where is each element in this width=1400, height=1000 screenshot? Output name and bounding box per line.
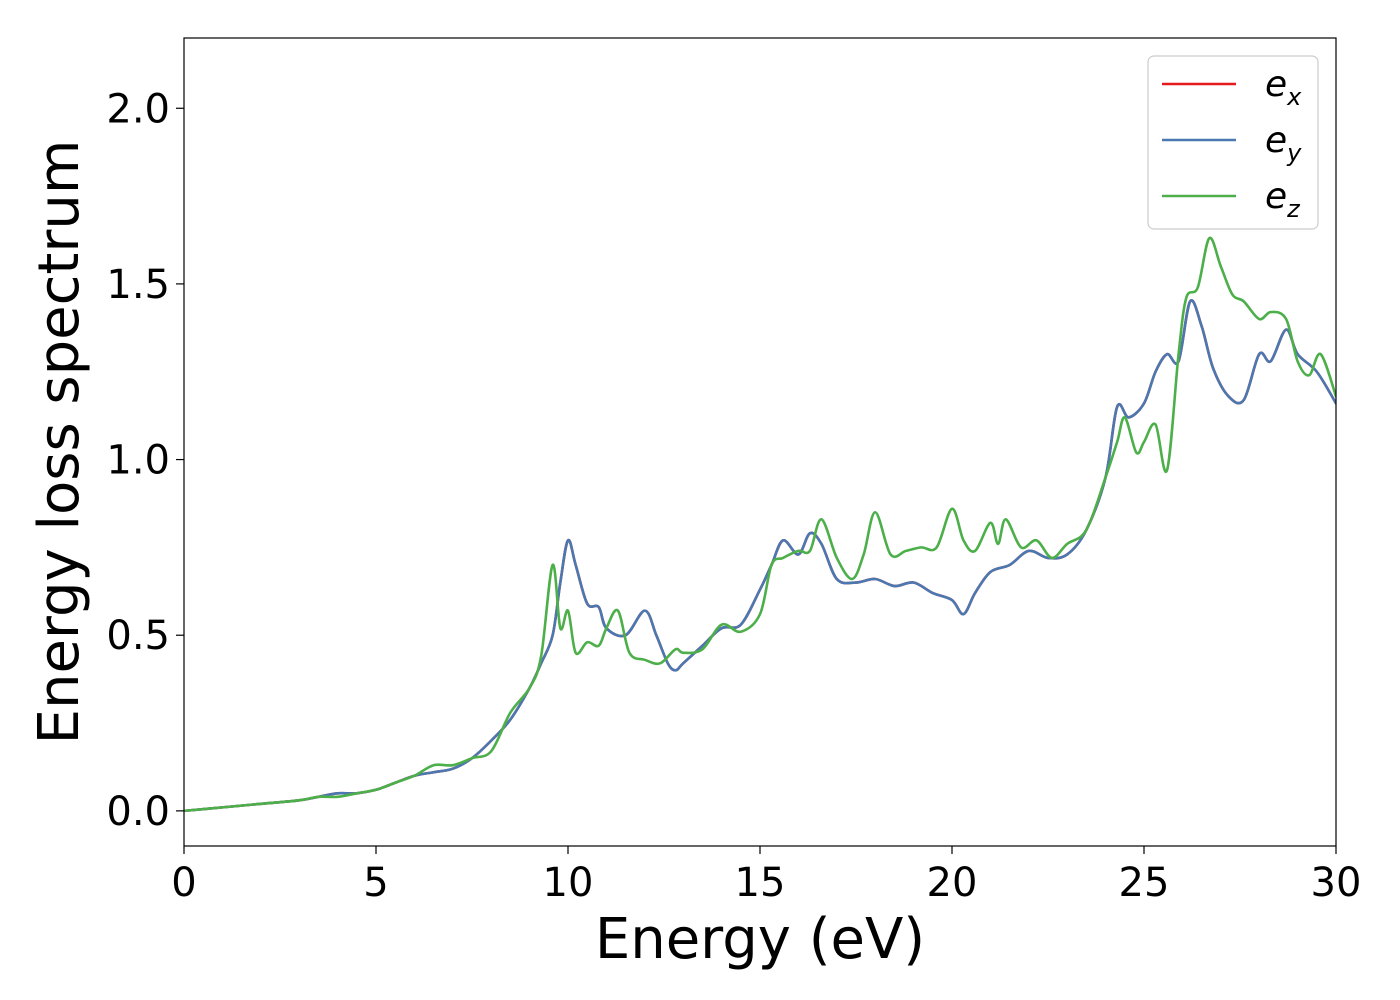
legend-label-x: ex xyxy=(1265,64,1302,111)
x-axis-ticks: 0 5 10 15 20 25 30 xyxy=(171,846,1361,906)
legend-label-z: ez xyxy=(1265,176,1301,223)
legend-entries: ex ey ez xyxy=(1162,64,1302,223)
y-axis-ticks: 0.0 0.5 1.0 1.5 2.0 xyxy=(106,86,184,835)
legend-label-y: ey xyxy=(1265,120,1302,167)
x-axis-label: Energy (eV) xyxy=(595,907,925,972)
y-tick-label: 2.0 xyxy=(106,86,170,132)
legend-box xyxy=(1147,55,1319,230)
x-tick-label: 10 xyxy=(543,860,594,906)
series-layer xyxy=(184,236,1336,813)
x-tick-label: 5 xyxy=(363,860,388,906)
y-tick-label: 1.5 xyxy=(106,262,170,308)
x-tick-label: 15 xyxy=(735,860,786,906)
series-line-e-y xyxy=(184,299,1336,813)
x-tick-label: 20 xyxy=(927,860,978,906)
series-line-e-z xyxy=(184,236,1336,813)
x-tick-label: 30 xyxy=(1311,860,1362,906)
series-line-e-x xyxy=(184,299,1336,813)
legend: ex ey ez xyxy=(1147,55,1319,230)
x-tick-label: 0 xyxy=(171,860,196,906)
y-tick-label: 1.0 xyxy=(106,438,170,484)
y-tick-label: 0.5 xyxy=(106,613,170,659)
y-axis-label: Energy loss spectrum xyxy=(27,140,92,745)
x-tick-label: 25 xyxy=(1119,860,1170,906)
y-tick-label: 0.0 xyxy=(106,789,170,835)
